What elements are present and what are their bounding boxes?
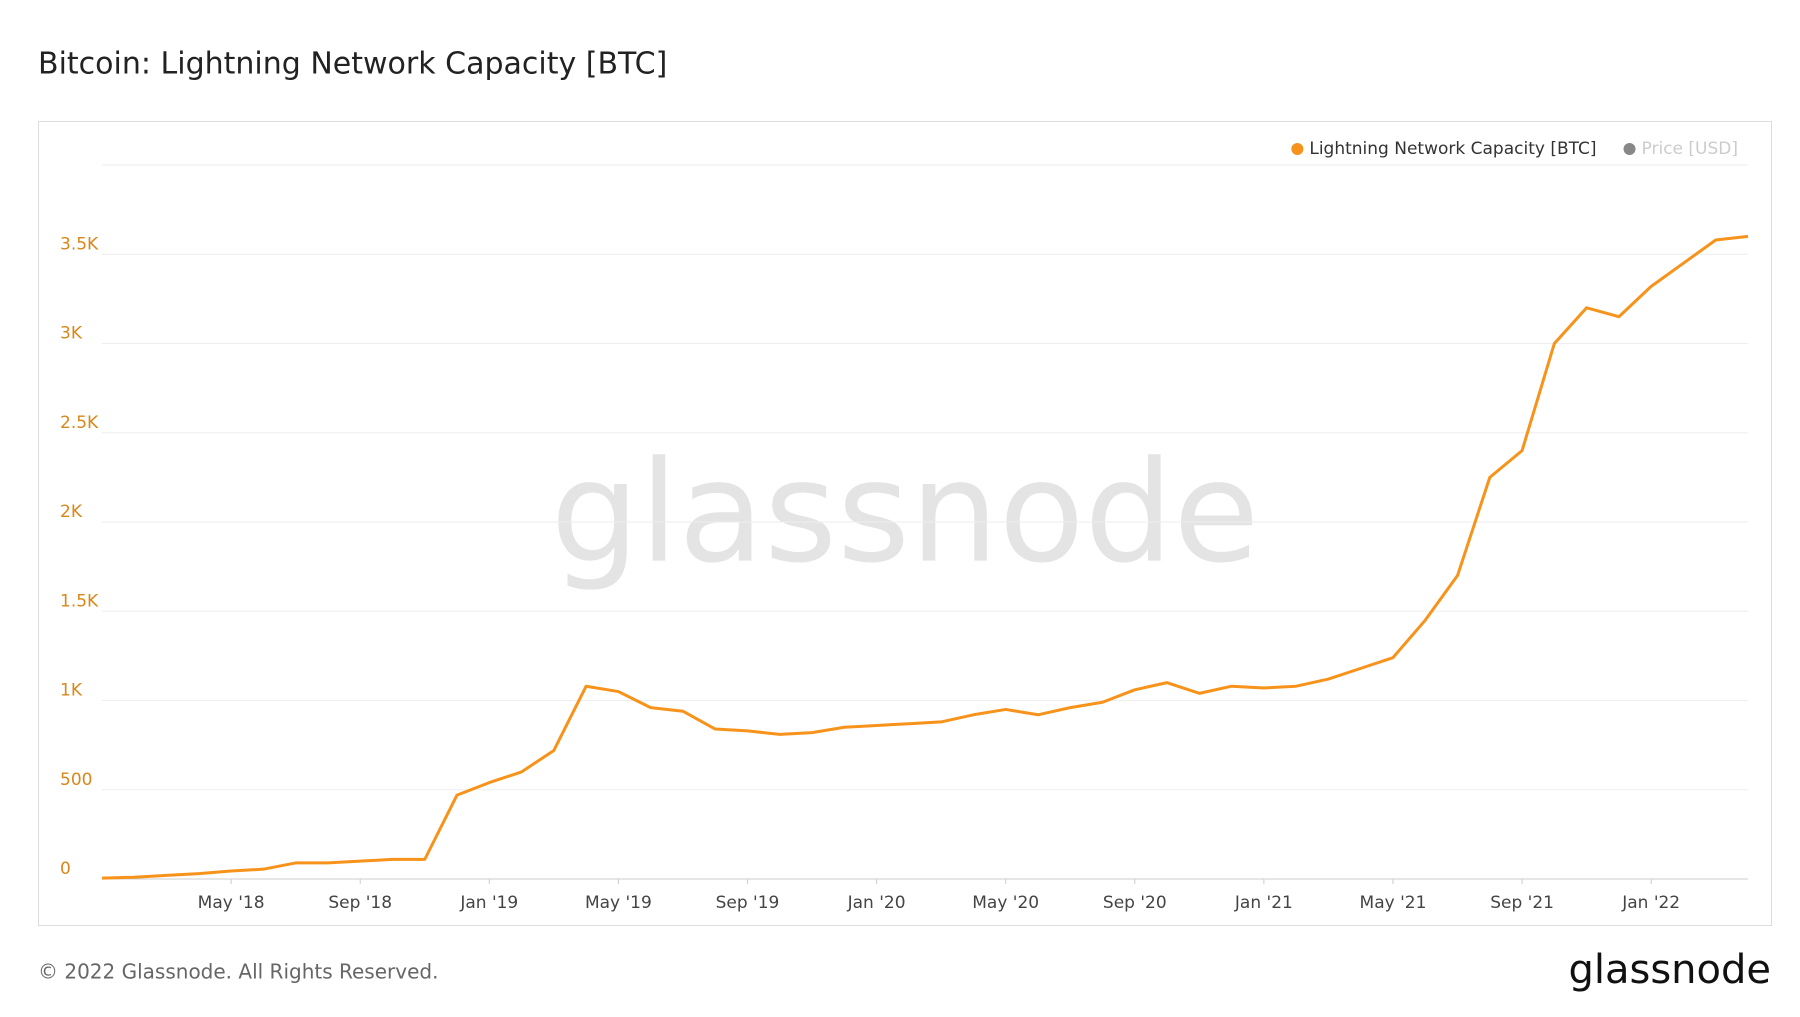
legend-label: Price [USD]	[1642, 139, 1738, 159]
y-tick-label: 1K	[60, 681, 83, 701]
watermark: glassnode	[551, 432, 1260, 595]
y-tick-label: 0	[60, 859, 71, 879]
x-tick-label: Jan '22	[1621, 893, 1680, 913]
x-tick-label: May '20	[972, 893, 1039, 913]
y-tick-label: 1.5K	[60, 591, 99, 611]
legend-marker	[1623, 143, 1636, 155]
x-tick-label: May '19	[585, 893, 652, 913]
x-tick-label: Jan '19	[459, 893, 518, 913]
x-tick-label: Sep '20	[1103, 893, 1167, 913]
y-tick-label: 3K	[60, 324, 83, 344]
chart-title: Bitcoin: Lightning Network Capacity [BTC…	[38, 47, 667, 82]
x-tick-label: Sep '19	[716, 893, 780, 913]
data-line	[101, 234, 1749, 880]
legend-label: Lightning Network Capacity [BTC]	[1309, 139, 1596, 159]
legend-marker	[1291, 143, 1304, 155]
y-tick-label: 500	[60, 770, 92, 790]
logo: glassnode	[1568, 947, 1771, 993]
copyright: © 2022 Glassnode. All Rights Reserved.	[38, 960, 438, 984]
x-tick-label: Jan '20	[847, 893, 906, 913]
x-tick-label: Sep '18	[328, 893, 392, 913]
x-tick-label: Jan '21	[1234, 893, 1293, 913]
x-tick-label: May '18	[198, 893, 265, 913]
y-tick-label: 2K	[60, 502, 83, 522]
y-tick-label: 3.5K	[60, 234, 99, 254]
y-tick-label: 2.5K	[60, 413, 99, 433]
x-tick-label: Sep '21	[1490, 893, 1554, 913]
x-tick-label: May '21	[1360, 893, 1427, 913]
chart-frame	[38, 121, 1772, 926]
